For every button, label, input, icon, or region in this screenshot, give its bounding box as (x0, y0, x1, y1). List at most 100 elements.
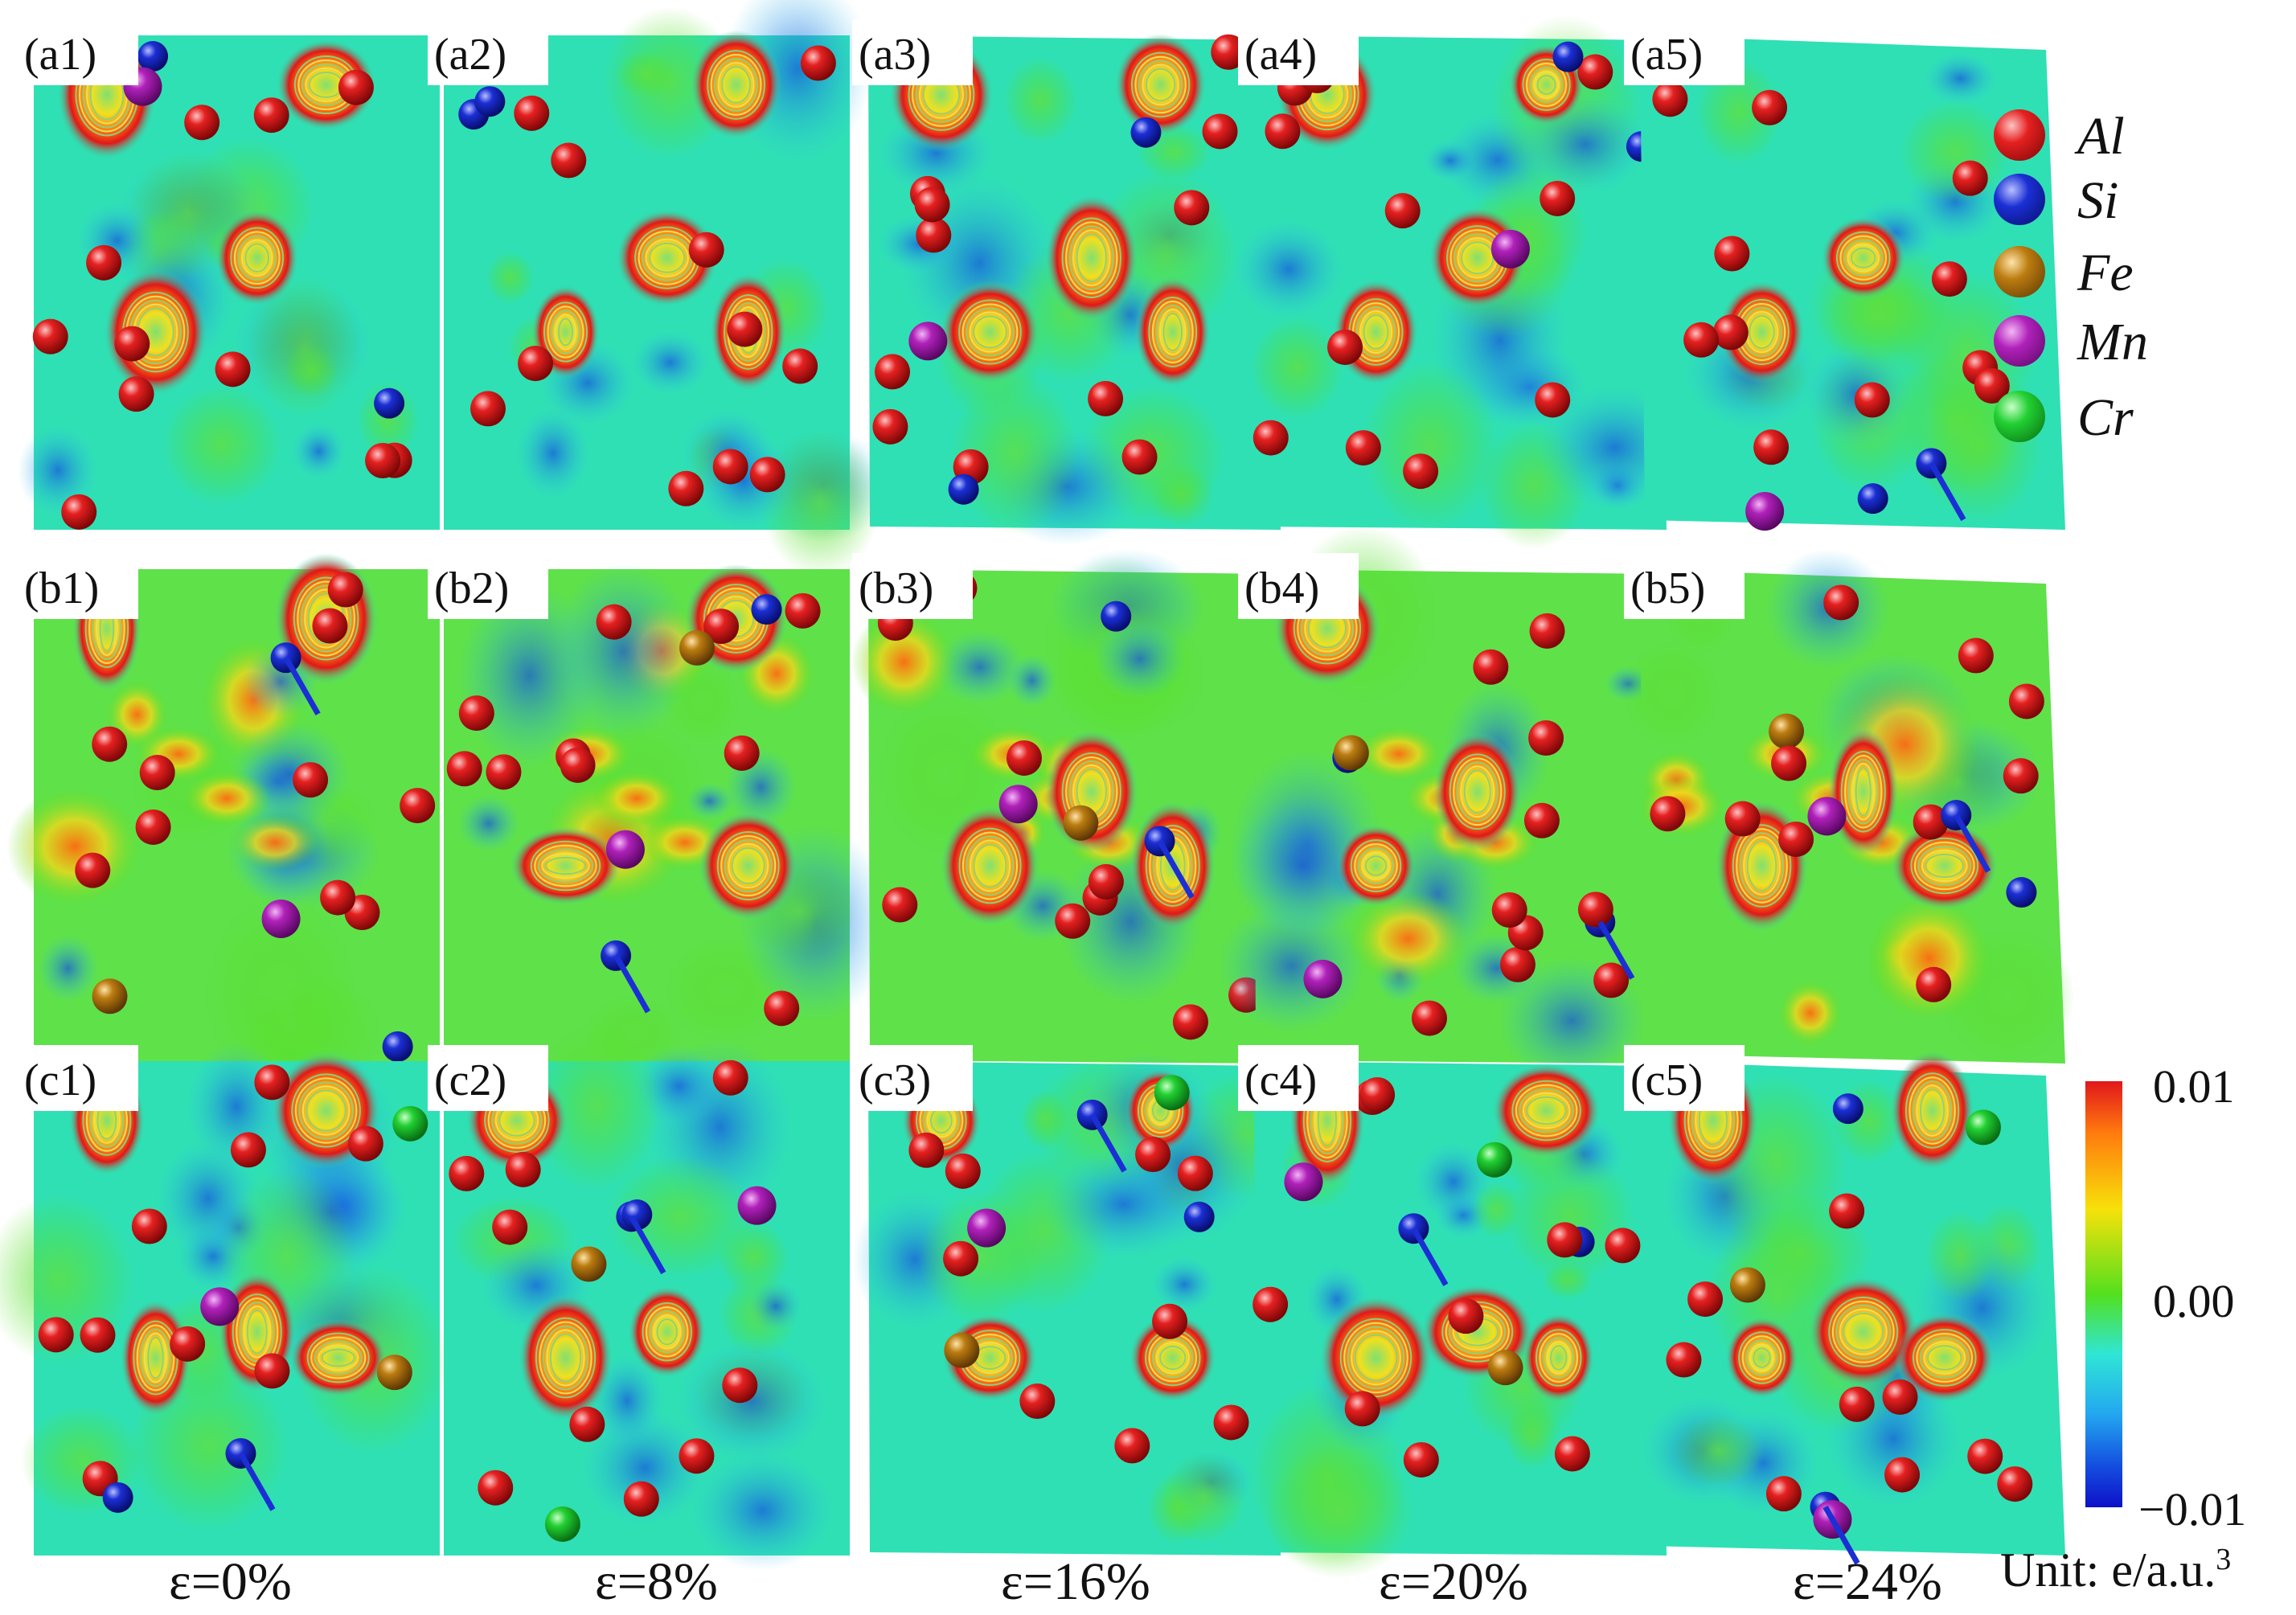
mn-atom-icon (1994, 315, 2045, 367)
contour-line (1738, 1331, 1786, 1384)
al-atom (1345, 430, 1381, 466)
al-atom (596, 604, 632, 640)
al-atom (2003, 758, 2039, 794)
density-blob (1019, 1089, 1070, 1150)
panel-label-box (18, 553, 138, 619)
si-atom (1552, 41, 1584, 72)
panel-a5: (a5) (1624, 19, 2065, 531)
al-atom (1135, 1137, 1171, 1173)
colorbar (2085, 1081, 2122, 1507)
contour-line (233, 231, 281, 285)
al-atom (1411, 1000, 1447, 1036)
panel-label: (a1) (24, 30, 96, 80)
al-atom (170, 1326, 206, 1362)
al-atom (1448, 1298, 1484, 1334)
si-atom (948, 473, 979, 505)
density-blob (1777, 979, 1843, 1047)
contour-line (1749, 314, 1775, 350)
contour-lobe (628, 1285, 707, 1378)
al-atom (2008, 683, 2044, 719)
panel-c5: (c5) (1624, 1045, 2065, 1565)
density-blob (1504, 1149, 1635, 1283)
contour-line (537, 848, 594, 883)
al-atom (253, 97, 289, 133)
contour-line (1736, 828, 1788, 904)
density-blob (182, 770, 271, 826)
al-atom (1019, 1383, 1056, 1420)
al-atom (1202, 113, 1238, 150)
contour-line (1904, 1072, 1960, 1149)
contour-line (1546, 1341, 1571, 1375)
al-atom (872, 408, 908, 445)
al-atom (943, 1240, 979, 1277)
contour-line (649, 1310, 685, 1354)
density-blob (1923, 51, 1999, 105)
panel-label-box (428, 19, 548, 85)
contour-line (1543, 1337, 1575, 1379)
density-blob (690, 1449, 836, 1572)
fe-atom-icon (1994, 246, 2045, 297)
contour-line (1145, 825, 1200, 907)
legend-label: Mn (2077, 313, 2148, 371)
density-blob (1899, 100, 2011, 204)
contour-line (720, 834, 777, 897)
mn-atom (967, 1208, 1007, 1248)
strain-label-1: ε=0% (169, 1552, 292, 1611)
contour-line (558, 318, 573, 346)
contour-line (969, 839, 1011, 892)
al-atom (230, 1132, 266, 1168)
al-atom (1540, 180, 1576, 216)
al-atom (470, 391, 506, 427)
contour-lobe (1725, 1317, 1798, 1399)
contour-line (1347, 1326, 1405, 1390)
al-atom (446, 751, 482, 787)
contour-line (1065, 221, 1118, 294)
contour-line (1145, 68, 1176, 102)
legend-label: Fe (2077, 244, 2134, 302)
al-atom (1771, 745, 1807, 781)
al-atom (114, 326, 150, 362)
panel-label: (a4) (1244, 30, 1317, 80)
al-atom (1114, 1428, 1150, 1464)
al-atom (320, 879, 356, 916)
contour-line (649, 242, 686, 273)
contour-line (1511, 1080, 1581, 1142)
al-atom (1152, 1303, 1188, 1339)
panel-c3: (c3) (851, 1045, 1302, 1556)
contour-line (304, 588, 348, 649)
density-blob (1093, 619, 1186, 699)
contour-lobe (690, 30, 782, 140)
contour-lobe (120, 1299, 191, 1416)
al-atom (703, 609, 740, 645)
si-atom (137, 41, 169, 72)
contour-line (973, 843, 1007, 888)
unit-exponent: 3 (2216, 1543, 2232, 1576)
panel-label-box (852, 19, 973, 85)
panel-c2: (c2) (428, 1021, 850, 1572)
contour-line (1535, 1329, 1582, 1387)
density-blob (615, 50, 677, 98)
al-atom (782, 348, 818, 384)
si-bond (238, 1452, 276, 1511)
contour-line (1339, 1318, 1412, 1398)
contour-line (707, 50, 765, 120)
contour-line (306, 1332, 370, 1383)
contour-line (298, 1081, 354, 1140)
density-blob (630, 330, 710, 396)
panel-c1: (c1) (0, 1042, 450, 1556)
si-bond (613, 954, 651, 1014)
contour-lobe (1808, 1277, 1918, 1388)
panel-label-box (428, 1045, 548, 1111)
panel-label: (b2) (434, 564, 509, 613)
panel-label: (a2) (434, 30, 506, 80)
contour-lobe (1891, 822, 1998, 910)
density-blob (605, 1154, 756, 1279)
contour-line (961, 831, 1019, 900)
contour-line (724, 838, 773, 893)
density-blob (1233, 219, 1345, 319)
al-atom (1712, 314, 1749, 350)
contour-line (1843, 1312, 1884, 1351)
contour-line (1917, 845, 1972, 887)
al-atom (1523, 802, 1560, 838)
contour-lobe (1134, 277, 1211, 387)
